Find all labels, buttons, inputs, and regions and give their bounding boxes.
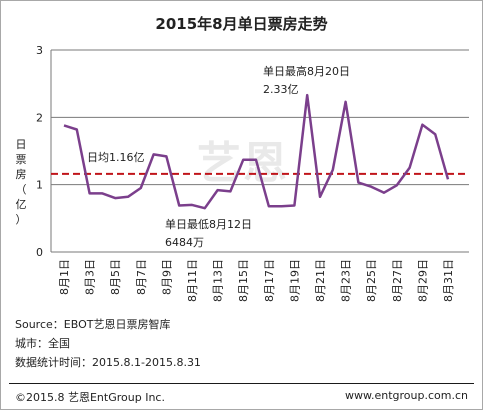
x-tick-label: 8月19日 bbox=[288, 259, 301, 302]
y-axis-label: 日 票 房 （ 亿 ） bbox=[13, 137, 29, 227]
x-tick-label: 8月23日 bbox=[340, 259, 353, 302]
y-axis-label-char: 房 bbox=[15, 168, 27, 181]
y-tick-label: 1 bbox=[36, 179, 43, 192]
y-tick-label: 0 bbox=[36, 246, 43, 259]
x-tick-label: 8月29日 bbox=[416, 259, 429, 302]
y-axis-label-char: ） bbox=[15, 213, 27, 226]
y-axis-label-char: 票 bbox=[15, 153, 27, 166]
city-note: 城市：全国 bbox=[15, 337, 70, 350]
x-tick-label: 8月13日 bbox=[212, 259, 225, 302]
chart-title: 2015年8月单日票房走势 bbox=[155, 15, 328, 33]
x-tick-label: 8月21日 bbox=[314, 259, 327, 302]
x-tick-label: 8月7日 bbox=[135, 259, 148, 295]
x-tick-label: 8月1日 bbox=[58, 259, 71, 295]
x-tick-label: 8月15日 bbox=[237, 259, 250, 302]
footer-divider bbox=[9, 383, 474, 384]
series-line bbox=[63, 93, 450, 210]
min-annotation-line2: 6484万 bbox=[165, 236, 204, 249]
y-axis-label-char: 亿 bbox=[15, 198, 27, 211]
grid-lines bbox=[50, 49, 469, 253]
x-tick-label: 8月31日 bbox=[442, 259, 455, 302]
y-tick-label: 3 bbox=[36, 44, 43, 57]
period-note: 数据统计时间：2015.8.1-2015.8.31 bbox=[15, 356, 201, 369]
x-tick-label: 8月5日 bbox=[109, 259, 122, 295]
x-tick-label: 8月11日 bbox=[186, 259, 199, 302]
x-tick-label: 8月3日 bbox=[84, 259, 97, 295]
y-tick-label: 2 bbox=[36, 111, 43, 124]
x-tick-label: 8月27日 bbox=[391, 259, 404, 302]
y-axis-label-char: （ bbox=[15, 183, 27, 196]
y-tick-labels: 0 1 2 3 bbox=[36, 44, 43, 259]
footer-url[interactable]: www.entgroup.com.cn bbox=[345, 389, 468, 402]
x-tick-label: 8月17日 bbox=[263, 259, 276, 302]
x-tick-label: 8月9日 bbox=[160, 259, 173, 295]
average-annotation: 日均1.16亿 bbox=[87, 151, 145, 164]
source-note: Source：EBOT艺恩日票房智库 bbox=[15, 318, 171, 331]
x-tick-label: 8月25日 bbox=[365, 259, 378, 302]
x-tick-labels: 8月1日 8月3日 8月5日 8月7日 8月9日 8月11日 8月13日 8月15日 8月17日… bbox=[58, 259, 455, 302]
footer-copyright: ©2015.8 艺恩EntGroup Inc. bbox=[15, 391, 165, 404]
max-annotation-line1: 单日最高8月20日 bbox=[263, 64, 350, 78]
chart-notes: Source：EBOT艺恩日票房智库 城市：全国 数据统计时间：2015.8.1… bbox=[15, 315, 201, 372]
min-annotation-line1: 单日最低8月12日 bbox=[165, 218, 252, 231]
y-axis-label-char: 日 bbox=[15, 138, 27, 151]
max-annotation-line2: 2.33亿 bbox=[263, 83, 299, 96]
